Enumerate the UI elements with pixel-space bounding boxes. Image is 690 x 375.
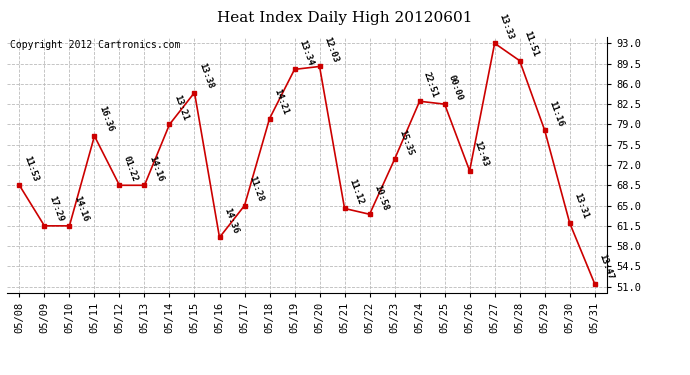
Text: 11:28: 11:28 bbox=[247, 175, 265, 203]
Text: 14:16: 14:16 bbox=[72, 195, 90, 223]
Text: 11:51: 11:51 bbox=[522, 30, 540, 58]
Text: 14:16: 14:16 bbox=[147, 154, 165, 183]
Text: Heat Index Daily High 20120601: Heat Index Daily High 20120601 bbox=[217, 11, 473, 25]
Text: 13:38: 13:38 bbox=[197, 62, 215, 90]
Text: 13:47: 13:47 bbox=[598, 253, 615, 281]
Text: 13:21: 13:21 bbox=[172, 93, 190, 122]
Text: 13:34: 13:34 bbox=[297, 38, 315, 67]
Text: 15:35: 15:35 bbox=[397, 128, 415, 157]
Text: 10:58: 10:58 bbox=[372, 183, 390, 211]
Text: 13:31: 13:31 bbox=[572, 192, 590, 220]
Text: 00:00: 00:00 bbox=[447, 73, 465, 102]
Text: 11:16: 11:16 bbox=[547, 99, 565, 128]
Text: 14:36: 14:36 bbox=[222, 207, 239, 235]
Text: 14:21: 14:21 bbox=[272, 88, 290, 116]
Text: 22:51: 22:51 bbox=[422, 70, 440, 99]
Text: 12:03: 12:03 bbox=[322, 36, 339, 64]
Text: 13:33: 13:33 bbox=[497, 12, 515, 40]
Text: 11:53: 11:53 bbox=[22, 154, 39, 183]
Text: 01:22: 01:22 bbox=[122, 154, 139, 183]
Text: 16:36: 16:36 bbox=[97, 105, 115, 134]
Text: 11:12: 11:12 bbox=[347, 177, 365, 206]
Text: Copyright 2012 Cartronics.com: Copyright 2012 Cartronics.com bbox=[10, 40, 180, 50]
Text: 12:43: 12:43 bbox=[472, 140, 490, 168]
Text: 17:29: 17:29 bbox=[47, 195, 65, 223]
